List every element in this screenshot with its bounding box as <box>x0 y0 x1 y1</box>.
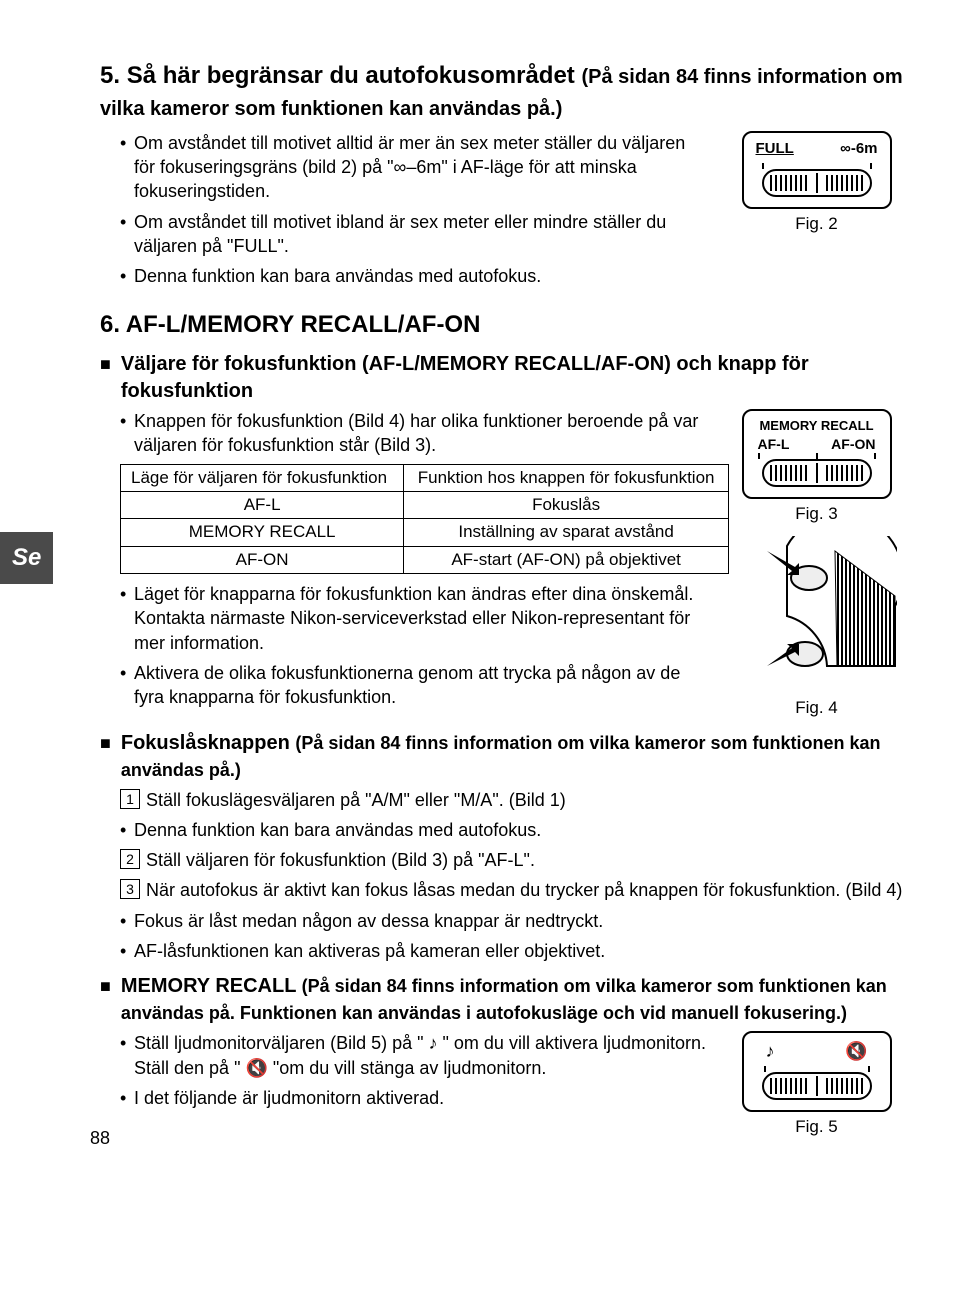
section-6-heading: 6. AF-L/MEMORY RECALL/AF-ON <box>100 309 904 341</box>
bullet-item: Denna funktion kan bara användas med aut… <box>120 264 904 288</box>
table-header: Funktion hos knappen för fokusfunktion <box>404 464 729 491</box>
focus-function-table: Läge för väljaren för fokusfunktion Funk… <box>120 464 729 575</box>
page-content: 5. Så här begränsar du autofokusområdet … <box>0 60 904 1139</box>
step-text: När autofokus är aktivt kan fokus låsas … <box>146 880 902 900</box>
switch-graphic <box>762 459 872 487</box>
section-5-bullets-cont: Denna funktion kan bara användas med aut… <box>100 264 904 288</box>
step-text: Denna funktion kan bara användas med aut… <box>134 820 541 840</box>
switch-graphic <box>762 1072 872 1100</box>
sub1-bullets-top: Knappen för fokusfunktion (Bild 4) har o… <box>100 409 709 458</box>
table-cell: MEMORY RECALL <box>121 519 404 546</box>
fig3-label-right: AF-ON <box>831 435 875 454</box>
section-5-number: 5. <box>100 62 120 89</box>
step-number-box: 2 <box>120 849 140 869</box>
step-text: AF-låsfunktionen kan aktiveras på kamera… <box>134 941 605 961</box>
square-bullet-icon: ■ <box>100 351 111 378</box>
square-bullet-icon: ■ <box>100 730 111 757</box>
sound-off-icon: 🔇 <box>845 1039 867 1063</box>
page-number: 88 <box>90 1126 110 1150</box>
section-5-title: Så här begränsar du autofokusområdet <box>127 62 575 89</box>
table-cell: Fokuslås <box>404 491 729 518</box>
section-6-sub2-title: Fokuslåsknappen <box>121 732 290 754</box>
bullet-item: Fokus är låst medan någon av dessa knapp… <box>120 909 904 933</box>
section-6-number: 6. <box>100 311 120 338</box>
bullet-item: Knappen för fokusfunktion (Bild 4) har o… <box>120 409 709 458</box>
fig2-label-range: ∞-6m <box>840 139 877 159</box>
figure-3: MEMORY RECALL AF-L AF-ON <box>742 409 892 499</box>
bullet-item: Om avståndet till motivet ibland är sex … <box>120 210 709 259</box>
section-5-bullets: Om avståndet till motivet alltid är mer … <box>100 131 709 258</box>
fig4-caption: Fig. 4 <box>729 697 904 720</box>
section-6-sub1-heading: ■ Väljare för fokusfunktion (AF-L/MEMORY… <box>100 351 904 405</box>
table-row: AF-L Fokuslås <box>121 491 729 518</box>
fig2-caption: Fig. 2 <box>729 213 904 236</box>
table-cell: AF-start (AF-ON) på objektivet <box>404 546 729 573</box>
step-number-box: 3 <box>120 879 140 899</box>
square-bullet-icon: ■ <box>100 973 111 1000</box>
table-cell: Inställning av sparat avstånd <box>404 519 729 546</box>
step-number-box: 1 <box>120 789 140 809</box>
fig3-caption: Fig. 3 <box>729 503 904 526</box>
sub2-steps: 1 Ställ fokuslägesväljaren på "A/M" eller… <box>100 788 904 964</box>
section-6-sub2-heading: ■ Fokuslåsknappen (På sidan 84 finns inf… <box>100 730 904 784</box>
bullet-item: Om avståndet till motivet alltid är mer … <box>120 131 709 204</box>
table-cell: AF-ON <box>121 546 404 573</box>
table-cell: AF-L <box>121 491 404 518</box>
numbered-step: 2 Ställ väljaren för fokusfunktion (Bild … <box>120 848 904 872</box>
numbered-step: 3 När autofokus är aktivt kan fokus låsas… <box>120 878 904 902</box>
fig3-label-top: MEMORY RECALL <box>752 417 882 435</box>
fig2-label-full: FULL <box>756 139 794 159</box>
section-6-sub3-title: MEMORY RECALL <box>121 975 296 997</box>
bullet-item: AF-låsfunktionen kan aktiveras på kamera… <box>120 939 904 963</box>
section-6-sub3-heading: ■ MEMORY RECALL (På sidan 84 finns infor… <box>100 973 904 1027</box>
bullet-item: Denna funktion kan bara användas med aut… <box>120 818 904 842</box>
language-tab: Se <box>0 532 53 584</box>
numbered-step: 1 Ställ fokuslägesväljaren på "A/M" eller… <box>120 788 904 812</box>
sub1-bullets-bottom: Läget för knapparna för fokusfunktion ka… <box>100 582 709 709</box>
step-text: Ställ väljaren för fokusfunktion (Bild 3… <box>146 850 535 870</box>
figure-2: FULL ∞-6m <box>742 131 892 209</box>
sound-on-icon: ♪ <box>766 1039 775 1063</box>
bullet-item: Ställ ljudmonitorväljaren (Bild 5) på " … <box>120 1031 709 1080</box>
step-text: Fokus är låst medan någon av dessa knapp… <box>134 911 603 931</box>
sub3-bullets: Ställ ljudmonitorväljaren (Bild 5) på " … <box>100 1031 709 1110</box>
section-6-sub1-title: Väljare för fokusfunktion (AF-L/MEMORY R… <box>121 351 904 405</box>
section-5-heading: 5. Så här begränsar du autofokusområdet … <box>100 60 904 125</box>
figure-4 <box>737 536 897 686</box>
table-row: AF-ON AF-start (AF-ON) på objektivet <box>121 546 729 573</box>
fig3-label-left: AF-L <box>758 435 790 454</box>
fig5-caption: Fig. 5 <box>729 1116 904 1139</box>
section-6-title: AF-L/MEMORY RECALL/AF-ON <box>126 311 481 338</box>
table-header: Läge för väljaren för fokusfunktion <box>121 464 404 491</box>
step-text: Ställ fokuslägesväljaren på "A/M" eller … <box>146 790 566 810</box>
bullet-item: Läget för knapparna för fokusfunktion ka… <box>120 582 709 655</box>
switch-graphic <box>762 169 872 197</box>
bullet-item: Aktivera de olika fokusfunktionerna geno… <box>120 661 709 710</box>
figure-5: ♪ 🔇 <box>742 1031 892 1111</box>
table-row: MEMORY RECALL Inställning av sparat avst… <box>121 519 729 546</box>
bullet-item: I det följande är ljudmonitorn aktiverad… <box>120 1086 709 1110</box>
